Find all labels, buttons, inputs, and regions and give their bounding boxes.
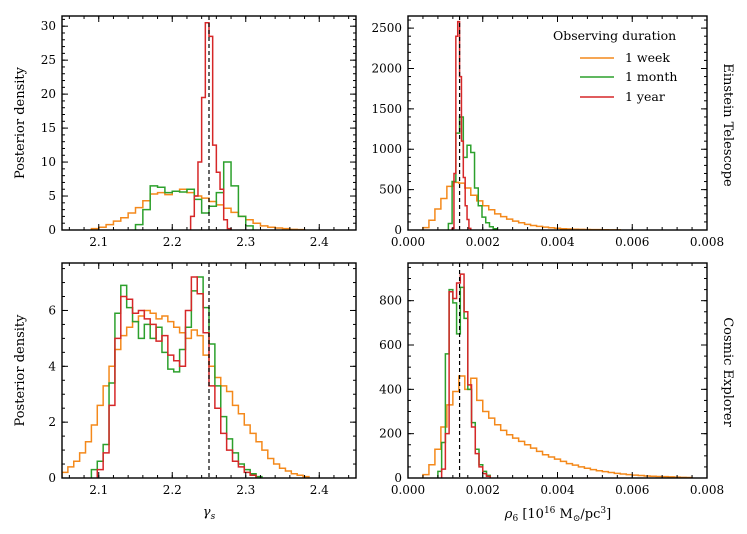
x-tick-label: 0.000: [391, 235, 425, 249]
histograms: [62, 276, 310, 478]
histogram-1-week: [422, 375, 693, 478]
histogram-1-year: [189, 22, 232, 230]
legend-label-month: 1 month: [625, 69, 677, 84]
y-tick-label: 15: [41, 121, 56, 135]
x-tick-label: 0.006: [615, 483, 649, 497]
y-tick-label: 800: [379, 294, 402, 308]
x-tick-label: 2.2: [163, 235, 182, 249]
y-tick-label: 0: [48, 223, 56, 237]
x-tick-label: 2.2: [163, 483, 182, 497]
x-tick-label: 0.006: [615, 235, 649, 249]
histogram-1-year: [440, 273, 491, 478]
legend-label-week: 1 week: [625, 50, 670, 65]
x-tick-label: 0.002: [466, 235, 500, 249]
y-tick-label: 200: [379, 427, 402, 441]
panel-2: 0.000 0.002 0.004 0.006 0.008 0 500 1000 1500 200…: [371, 15, 724, 249]
y-axis-label: Posterior density: [13, 66, 28, 179]
y-tick-label: 500: [379, 183, 402, 197]
y-tick-label: 30: [41, 19, 56, 33]
axes-frame: [61, 262, 357, 479]
y-tick-label: 1500: [371, 102, 402, 116]
panel-4: 0.000 0.002 0.004 0.006 0.008 0 200 400 600 800: [379, 262, 724, 497]
axes-frame: [61, 15, 357, 231]
x-tick-label: 0.002: [466, 483, 500, 497]
y-tick-label: 4: [48, 359, 56, 373]
axes-frame: [407, 15, 708, 231]
histogram-1-month: [134, 161, 254, 230]
x-tick-label: 2.3: [236, 235, 255, 249]
x-tick-label: 0.008: [690, 235, 724, 249]
y-tick-label: 25: [41, 53, 56, 67]
row-label-einstein-telescope: Einstein Telescope: [720, 63, 735, 187]
y-tick-label: 1000: [371, 142, 402, 156]
histograms: [422, 273, 693, 478]
x-tick-label: 2.1: [89, 483, 108, 497]
histogram-1-month: [90, 276, 263, 478]
legend-label-year: 1 year: [625, 89, 665, 104]
x-tick-label: 0.000: [391, 483, 425, 497]
y-tick-label: 400: [379, 382, 402, 396]
legend-title: Observing duration: [553, 28, 676, 43]
y-tick-label: 2500: [371, 21, 402, 35]
histogram-1-year: [96, 276, 257, 478]
y-tick-label: 10: [41, 155, 56, 169]
panel-1: 2.1 2.2 2.3 2.4 0 5 10 15 20 25 30 Posterior densit…: [13, 15, 357, 249]
y-tick-label: 5: [48, 189, 56, 203]
x-axis-label-gamma: γs: [203, 505, 216, 522]
y-tick-label: 2000: [371, 61, 402, 75]
y-tick-label: 0: [48, 471, 56, 485]
x-tick-label: 0.004: [540, 483, 575, 497]
x-tick-label: 2.4: [310, 483, 329, 497]
y-tick-label: 2: [48, 415, 56, 429]
panel-3: 2.1 2.2 2.3 2.4 0 2 4 6 Posterior density: [13, 262, 357, 497]
y-tick-label: 0: [394, 223, 402, 237]
y-axis-label: Posterior density: [13, 314, 28, 427]
y-tick-label: 6: [48, 303, 56, 317]
x-tick-label: 2.4: [310, 235, 329, 249]
axes-frame: [407, 262, 708, 479]
x-axis-label-rho: ρ6 [1016 M⊙/pc3]: [504, 506, 611, 524]
x-tick-label: 0.004: [540, 235, 575, 249]
x-tick-label: 0.008: [690, 483, 724, 497]
x-tick-label: 2.1: [89, 235, 108, 249]
histograms: [90, 22, 306, 230]
row-label-cosmic-explorer: Cosmic Explorer: [720, 317, 735, 427]
histogram-1-year: [451, 20, 472, 230]
y-tick-label: 20: [41, 87, 56, 101]
y-tick-label: 0: [394, 471, 402, 485]
x-tick-label: 2.3: [236, 483, 255, 497]
histograms: [422, 20, 622, 230]
y-tick-label: 600: [379, 338, 402, 352]
legend: Observing duration 1 week 1 month 1 year: [553, 28, 677, 104]
